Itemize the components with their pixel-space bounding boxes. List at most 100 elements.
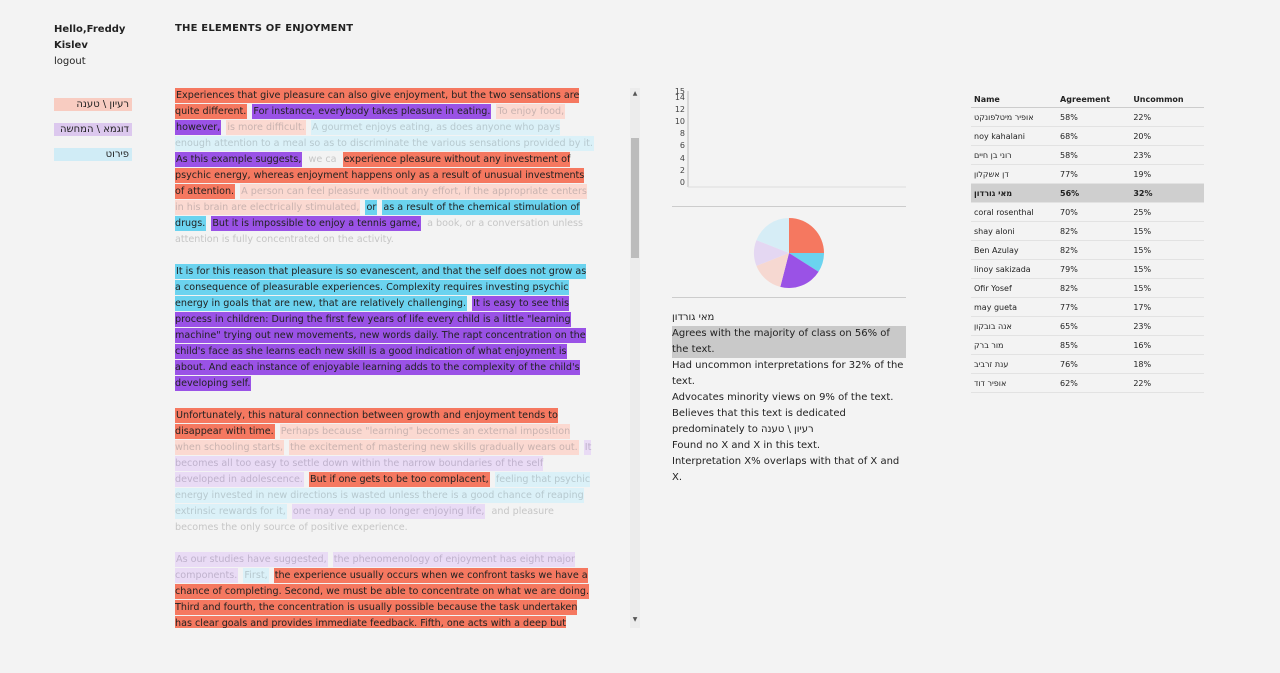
page-title: THE ELEMENTS OF ENJOYMENT bbox=[175, 23, 354, 34]
text-segment[interactable]: To enjoy food, bbox=[496, 104, 566, 119]
cell-uncommon: 20% bbox=[1130, 126, 1204, 146]
bar-chart-tick-label: 6 bbox=[680, 141, 685, 150]
cell-agreement: 77% bbox=[1057, 164, 1131, 184]
cell-agreement: 82% bbox=[1057, 278, 1131, 298]
cell-name: may gueta bbox=[971, 297, 1058, 317]
table-row[interactable]: may gueta 77% 17% bbox=[971, 297, 1204, 317]
text-segment[interactable]: As this example suggests, bbox=[175, 152, 303, 167]
table-row[interactable]: noy kahalani 68% 20% bbox=[971, 126, 1204, 146]
stats-panel: 15 14 12 10 8 6 4 2 0 מאי גורדון Agrees with the… bbox=[672, 88, 906, 486]
sidebar: Hello,Freddy Kislev logout רעיון \ טענה … bbox=[54, 22, 154, 167]
table-row[interactable]: coral rosenthal 70% 25% bbox=[971, 202, 1204, 222]
cell-name: אנה בובקון bbox=[971, 316, 1058, 336]
scroll-thumb[interactable] bbox=[631, 138, 639, 258]
cell-agreement: 56% bbox=[1057, 183, 1131, 203]
selected-student-name: מאי גורדון bbox=[672, 312, 715, 323]
cell-uncommon: 22% bbox=[1130, 107, 1204, 127]
pie-slice[interactable] bbox=[789, 253, 824, 272]
table-row[interactable]: shay aloni 82% 15% bbox=[971, 221, 1204, 241]
stat-overlap: Interpretation X% overlaps with that of … bbox=[672, 456, 900, 483]
scroll-down-arrow-icon[interactable]: ▼ bbox=[632, 616, 638, 623]
stat-found: Found no X and X in this text. bbox=[672, 440, 821, 451]
col-header-name[interactable]: Name bbox=[971, 90, 1058, 108]
text-segment[interactable]: For instance, everybody takes pleasure i… bbox=[252, 104, 492, 119]
table-row[interactable]: דן אשקלון 77% 19% bbox=[971, 164, 1204, 184]
text-paragraph: As our studies have suggested, the pheno… bbox=[175, 552, 595, 628]
user-surname: Kislev bbox=[54, 40, 88, 51]
stat-uncommon: Had uncommon interpretations for 32% of … bbox=[672, 360, 904, 387]
legend-item-detail[interactable]: פירוט bbox=[54, 148, 132, 161]
cell-uncommon: 19% bbox=[1130, 164, 1204, 184]
cell-uncommon: 17% bbox=[1130, 297, 1204, 317]
table-row[interactable]: ענת זרביב 76% 18% bbox=[971, 354, 1204, 374]
divider bbox=[672, 206, 906, 207]
cell-uncommon: 15% bbox=[1130, 221, 1204, 241]
text-segment[interactable]: the excitement of mastering new skills g… bbox=[289, 440, 579, 455]
cell-name: מאי גורדון bbox=[971, 183, 1058, 203]
pie-slice[interactable] bbox=[756, 218, 789, 253]
cell-uncommon: 18% bbox=[1130, 354, 1204, 374]
scroll-up-arrow-icon[interactable]: ▲ bbox=[632, 90, 638, 97]
text-segment[interactable]: or bbox=[365, 200, 378, 215]
text-segment bbox=[302, 152, 307, 167]
cell-name: אופיר מיטלפונקט bbox=[971, 107, 1058, 127]
text-segment[interactable]: is more difficult. bbox=[226, 120, 306, 135]
cell-uncommon: 16% bbox=[1130, 335, 1204, 355]
cell-uncommon: 25% bbox=[1130, 202, 1204, 222]
cell-name: Ofir Yosef bbox=[971, 278, 1058, 298]
text-segment[interactable]: First, bbox=[243, 568, 269, 583]
table-row[interactable]: רוני בן חיים 58% 23% bbox=[971, 145, 1204, 165]
cell-name: linoy sakizada bbox=[971, 259, 1058, 279]
text-segment[interactable]: and pleasure becomes the only source of … bbox=[175, 506, 554, 533]
cell-uncommon: 23% bbox=[1130, 145, 1204, 165]
cell-agreement: 65% bbox=[1057, 316, 1131, 336]
text-segment[interactable]: It is for this reason that pleasure is s… bbox=[175, 264, 587, 311]
table-row[interactable]: אופיר דוד 62% 22% bbox=[971, 373, 1204, 393]
cell-uncommon: 23% bbox=[1130, 316, 1204, 336]
annotated-text[interactable]: Experiences that give pleasure can also … bbox=[175, 88, 595, 628]
text-segment[interactable]: As our studies have suggested, bbox=[175, 552, 328, 567]
students-table: Name Agreement Uncommon אופיר מיטלפונקט 5… bbox=[971, 90, 1204, 393]
table-row[interactable]: Ofir Yosef 82% 15% bbox=[971, 278, 1204, 298]
table-row[interactable]: linoy sakizada 79% 15% bbox=[971, 259, 1204, 279]
bar-chart-tick-label: 4 bbox=[680, 154, 685, 163]
table-row[interactable]: אנה בובקון 65% 23% bbox=[971, 316, 1204, 336]
divider bbox=[672, 297, 906, 298]
pie-chart-svg bbox=[754, 218, 824, 288]
stat-agreement: Agrees with the majority of class on 56%… bbox=[672, 326, 906, 358]
legend-item-example[interactable]: דוגמא \ המחשה bbox=[54, 123, 132, 136]
col-header-agreement[interactable]: Agreement bbox=[1057, 90, 1131, 108]
text-segment[interactable]: however, bbox=[175, 120, 222, 135]
pie-slice[interactable] bbox=[754, 240, 789, 266]
bar-chart-tick-label: 14 bbox=[675, 93, 685, 102]
logout-link[interactable]: logout bbox=[54, 56, 86, 67]
cell-agreement: 68% bbox=[1057, 126, 1131, 146]
cell-agreement: 82% bbox=[1057, 240, 1131, 260]
cell-agreement: 70% bbox=[1057, 202, 1131, 222]
pie-slice[interactable] bbox=[789, 218, 824, 253]
cell-agreement: 79% bbox=[1057, 259, 1131, 279]
text-segment[interactable]: But it is impossible to enjoy a tennis g… bbox=[211, 216, 421, 231]
pie-chart bbox=[672, 207, 906, 297]
text-segment[interactable]: a book, or a conversation unless attenti… bbox=[175, 218, 584, 245]
legend-item-claim[interactable]: רעיון \ טענה bbox=[54, 98, 132, 111]
cell-uncommon: 22% bbox=[1130, 373, 1204, 393]
table-row[interactable]: מור ברק 85% 16% bbox=[971, 335, 1204, 355]
cell-name: מור ברק bbox=[971, 335, 1058, 355]
col-header-uncommon[interactable]: Uncommon bbox=[1130, 90, 1204, 108]
cell-uncommon: 15% bbox=[1130, 259, 1204, 279]
table-header-row: Name Agreement Uncommon bbox=[971, 90, 1204, 108]
table-row[interactable]: Ben Azulay 82% 15% bbox=[971, 240, 1204, 260]
cell-name: Ben Azulay bbox=[971, 240, 1058, 260]
text-segment[interactable]: But if one gets to be too complacent, bbox=[309, 472, 490, 487]
cell-uncommon: 15% bbox=[1130, 278, 1204, 298]
cell-name: noy kahalani bbox=[971, 126, 1058, 146]
text-scrollbar[interactable]: ▲ ▼ bbox=[630, 88, 640, 628]
text-segment[interactable]: we ca bbox=[308, 154, 337, 165]
table-row[interactable]: מאי גורדון 56% 32% bbox=[971, 183, 1204, 203]
pie-slice[interactable] bbox=[780, 253, 819, 288]
pie-slice[interactable] bbox=[756, 253, 789, 287]
table-row[interactable]: אופיר מיטלפונקט 58% 22% bbox=[971, 107, 1204, 127]
text-segment[interactable]: one may end up no longer enjoying life, bbox=[291, 504, 486, 519]
